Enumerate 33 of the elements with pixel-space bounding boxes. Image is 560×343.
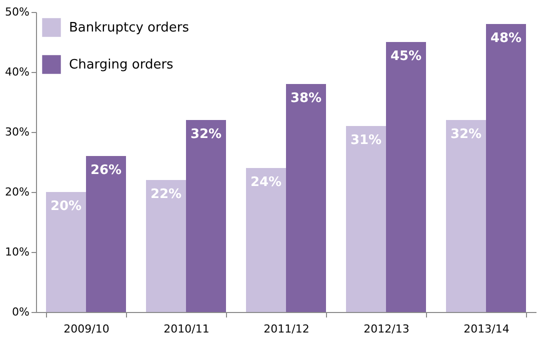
bar [146, 180, 186, 312]
y-tick-label: 30% [5, 126, 30, 138]
data-label: 31% [350, 133, 382, 148]
y-tick-label: 0% [12, 306, 30, 318]
y-tick-label: 10% [5, 246, 30, 258]
bar [486, 24, 526, 312]
data-label: 48% [490, 31, 522, 46]
data-label: 45% [390, 49, 422, 64]
x-tick-label: 2010/11 [164, 322, 210, 336]
data-label: 26% [90, 163, 122, 178]
legend-label: Bankruptcy orders [69, 20, 190, 36]
data-label: 22% [150, 187, 182, 202]
y-tick-label: 40% [5, 66, 30, 78]
x-tick-label: 2011/12 [264, 322, 310, 336]
data-label: 32% [450, 127, 482, 142]
y-tick-label: 50% [5, 6, 30, 18]
data-label: 20% [50, 199, 82, 214]
bar [446, 120, 486, 312]
bar [386, 42, 426, 312]
bar [46, 192, 86, 312]
x-tick-label: 2012/13 [364, 322, 410, 336]
bar [346, 126, 386, 312]
data-label: 32% [190, 127, 222, 142]
bar [86, 156, 126, 312]
bar [246, 168, 286, 312]
x-tick-label: 2009/10 [64, 322, 110, 336]
x-tick-label: 2013/14 [464, 322, 510, 336]
legend-label: Charging orders [69, 58, 174, 72]
bar [286, 84, 326, 312]
data-label: 38% [290, 91, 322, 106]
bar [186, 120, 226, 312]
data-label: 24% [250, 175, 282, 190]
y-tick-label: 20% [5, 186, 30, 198]
